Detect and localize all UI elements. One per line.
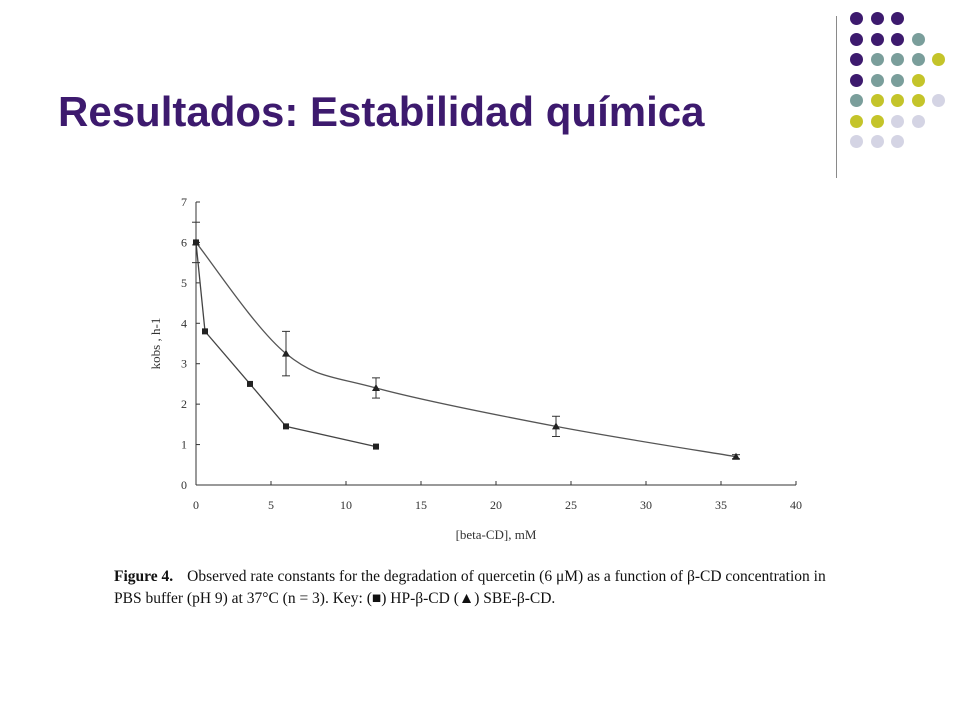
x-tick-label: 30 bbox=[640, 498, 652, 512]
series-triangle-point bbox=[372, 383, 380, 391]
x-tick-label: 25 bbox=[565, 498, 577, 512]
decor-dot bbox=[891, 12, 904, 25]
series-square-point bbox=[247, 380, 253, 387]
chart-curves bbox=[195, 242, 737, 458]
x-tick-label: 40 bbox=[790, 498, 802, 512]
x-tick-label: 5 bbox=[268, 498, 274, 512]
x-tick-label: 10 bbox=[340, 498, 352, 512]
x-tick-label: 15 bbox=[415, 498, 427, 512]
rate-constant-chart: 0 5 10 15 20 25 30 35 40 0 1 2 3 4 5 6 7 [beta-CD], mM k… bbox=[140, 185, 830, 550]
decorative-dot-grid bbox=[850, 12, 950, 157]
decor-dot bbox=[911, 53, 925, 66]
figure-caption-label: Figure 4. bbox=[114, 568, 174, 585]
decor-dot bbox=[850, 12, 863, 25]
y-tick-label: 7 bbox=[181, 195, 187, 209]
decor-dot bbox=[911, 73, 925, 87]
x-axis-label: [beta-CD], mM bbox=[456, 527, 537, 542]
y-tick-label: 1 bbox=[181, 438, 187, 452]
figure-caption-text: Observed rate constants for the degradat… bbox=[114, 568, 826, 607]
decor-dot bbox=[891, 114, 904, 128]
decor-dot bbox=[850, 135, 863, 148]
decor-dot bbox=[932, 53, 945, 66]
series-square-point bbox=[373, 443, 379, 450]
chart-svg: 0 5 10 15 20 25 30 35 40 0 1 2 3 4 5 6 7 [beta-CD], mM k… bbox=[148, 195, 802, 542]
y-tick-label: 3 bbox=[181, 357, 187, 371]
series-square-point bbox=[202, 328, 208, 335]
series-square-point bbox=[283, 423, 289, 430]
decor-dot bbox=[870, 135, 884, 148]
decor-dot bbox=[870, 114, 884, 128]
decor-dot bbox=[891, 73, 904, 87]
figure-caption: Figure 4. Observed rate constants for the… bbox=[114, 566, 844, 610]
decor-dot bbox=[911, 94, 925, 107]
decor-dot bbox=[850, 94, 863, 107]
decor-dot bbox=[891, 53, 904, 66]
decor-dot bbox=[911, 32, 925, 46]
decor-dot bbox=[870, 32, 884, 46]
y-tick-label: 5 bbox=[181, 276, 187, 290]
decor-dot bbox=[850, 53, 863, 66]
decor-dot bbox=[870, 73, 884, 87]
slide-title: Resultados: Estabilidad química bbox=[58, 88, 705, 135]
decor-dot bbox=[870, 53, 884, 66]
decor-dot bbox=[850, 32, 863, 46]
decor-dot bbox=[870, 94, 884, 107]
y-tick-label: 4 bbox=[181, 316, 187, 330]
series-triangle-point bbox=[192, 238, 200, 246]
x-tick-label: 20 bbox=[490, 498, 502, 512]
series-triangle-point bbox=[732, 452, 740, 460]
series-triangle-point bbox=[282, 349, 290, 357]
decor-dot bbox=[850, 114, 863, 128]
chart-points bbox=[192, 221, 740, 460]
series-triangle-point bbox=[552, 422, 560, 430]
x-tick-label: 35 bbox=[715, 498, 727, 512]
decor-dot bbox=[850, 73, 863, 87]
decor-dot bbox=[891, 135, 904, 148]
y-tick-label: 0 bbox=[181, 478, 187, 492]
series-triangle-line bbox=[195, 242, 737, 458]
decor-dot bbox=[891, 32, 904, 46]
y-axis-label: kobs , h-1 bbox=[148, 318, 163, 370]
y-tick-label: 6 bbox=[181, 235, 187, 249]
chart-axes: 0 5 10 15 20 25 30 35 40 0 1 2 3 4 5 6 7 bbox=[181, 195, 802, 512]
decor-dot bbox=[911, 114, 925, 128]
x-tick-label: 0 bbox=[193, 498, 199, 512]
decor-dot bbox=[891, 94, 904, 107]
decor-dot bbox=[870, 12, 884, 25]
y-tick-label: 2 bbox=[181, 397, 187, 411]
title-divider-line bbox=[836, 16, 837, 178]
decor-dot bbox=[932, 94, 945, 107]
